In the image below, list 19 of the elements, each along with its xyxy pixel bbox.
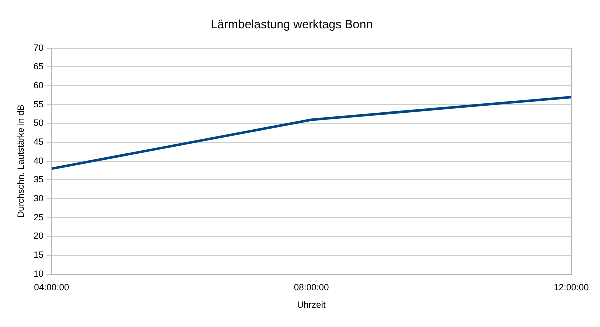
- y-tick-label: 20: [34, 231, 44, 242]
- y-tick-label: 55: [34, 99, 44, 110]
- y-tick-label: 70: [34, 42, 44, 53]
- y-tick-label: 35: [34, 174, 44, 185]
- y-tick-label: 65: [34, 62, 44, 72]
- y-tick-label: 10: [34, 268, 44, 279]
- y-tick-label: 30: [34, 194, 44, 204]
- chart-title: Lärmbelastung werktags Bonn: [210, 18, 374, 32]
- x-tick-label: 12:00:00: [554, 282, 590, 292]
- y-tick-label: 45: [34, 137, 44, 148]
- y-tick-label: 40: [34, 156, 44, 166]
- y-axis-title: Durchschn. Lautstärke in dB: [16, 104, 26, 218]
- y-tick-label: 15: [34, 250, 44, 260]
- x-axis-title: Uhrzeit: [297, 300, 326, 310]
- y-tick-label: 25: [34, 212, 44, 222]
- y-tick-label: 50: [34, 118, 44, 128]
- y-tick-label: 60: [34, 80, 44, 91]
- x-tick-label: 08:00:00: [294, 282, 330, 292]
- x-tick-label: 04:00:00: [34, 282, 70, 292]
